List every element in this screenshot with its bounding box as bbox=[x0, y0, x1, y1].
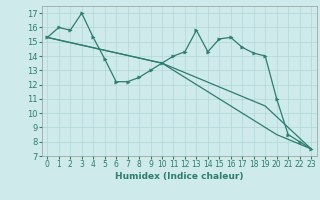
X-axis label: Humidex (Indice chaleur): Humidex (Indice chaleur) bbox=[115, 172, 244, 181]
